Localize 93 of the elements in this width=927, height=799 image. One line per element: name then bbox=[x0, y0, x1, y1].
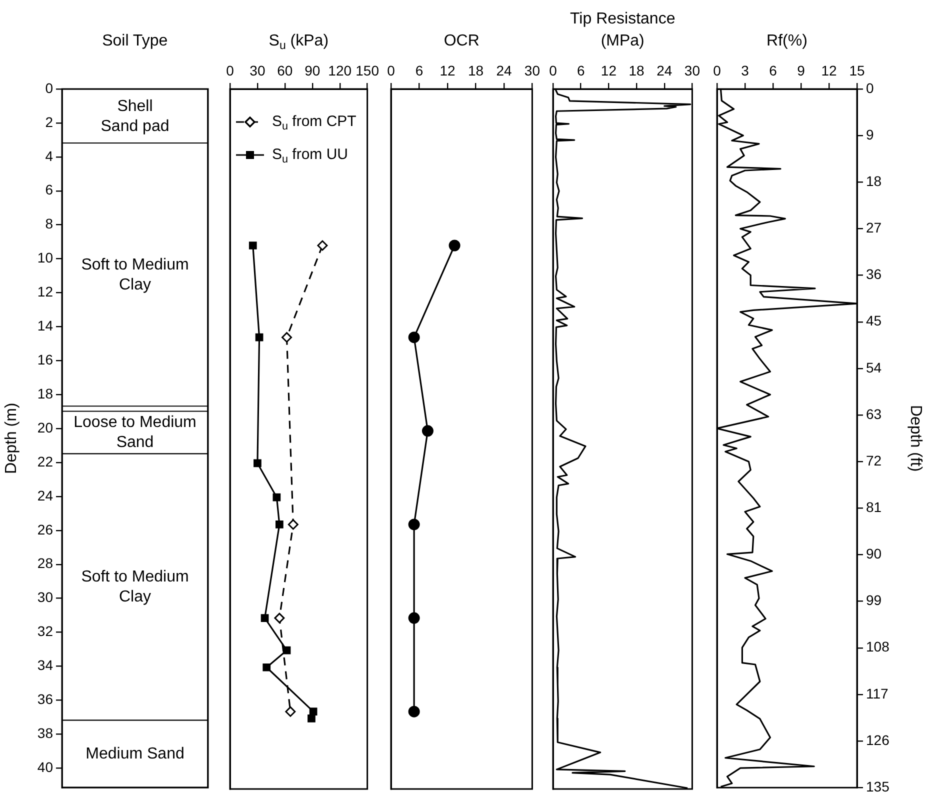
x-tick-label: 18 bbox=[628, 62, 645, 78]
x-tick-label: 6 bbox=[576, 62, 585, 78]
y-tick-label: 36 bbox=[37, 691, 54, 708]
y2-tick-label: 63 bbox=[866, 406, 882, 422]
y-tick-label: 6 bbox=[45, 182, 54, 198]
x-tick-label: 12 bbox=[821, 62, 837, 78]
y-tick-label: 4 bbox=[45, 148, 54, 164]
x-tick-label: 18 bbox=[468, 62, 484, 78]
point bbox=[408, 612, 420, 624]
x-tick-label: 150 bbox=[356, 62, 380, 78]
point bbox=[308, 714, 316, 722]
y-tick-label: 12 bbox=[37, 284, 54, 300]
x-tick-label: 9 bbox=[797, 62, 806, 78]
y2-axis-title: Depth (ft) bbox=[906, 404, 924, 472]
y-axis-title: Depth (m) bbox=[3, 402, 20, 474]
y-tick-label: 30 bbox=[37, 589, 54, 606]
y-tick-label: 16 bbox=[37, 351, 54, 368]
point bbox=[255, 333, 264, 342]
y2-tick-label: 90 bbox=[866, 546, 882, 562]
point bbox=[285, 706, 296, 717]
point bbox=[274, 612, 285, 624]
point bbox=[317, 240, 328, 251]
point bbox=[272, 493, 281, 502]
y2-tick-label: 117 bbox=[866, 685, 889, 702]
point bbox=[448, 240, 460, 252]
y-tick-label: 18 bbox=[37, 385, 54, 402]
y2-tick-label: 99 bbox=[866, 592, 882, 608]
y2-tick-label: 135 bbox=[866, 778, 890, 794]
x-tick-label: 0 bbox=[387, 62, 396, 78]
point bbox=[408, 706, 420, 718]
data-label: Shell Sand pad bbox=[100, 98, 170, 135]
data-label: Soft to Medium Clay bbox=[81, 568, 189, 606]
y-tick-label: 24 bbox=[37, 487, 54, 504]
x-tick-label: 60 bbox=[277, 62, 293, 78]
y2-tick-label: 18 bbox=[866, 173, 882, 190]
y2-tick-label: 81 bbox=[866, 499, 882, 516]
chart-title: OCR bbox=[444, 32, 480, 50]
y-tick-label: 32 bbox=[37, 623, 54, 640]
y-tick-label: 2 bbox=[45, 114, 54, 130]
chart-title: Tip Resistance (MPa) bbox=[570, 10, 676, 50]
x-tick-label: 30 bbox=[684, 62, 700, 78]
y-tick-label: 8 bbox=[45, 216, 54, 232]
y2-tick-label: 9 bbox=[866, 126, 874, 142]
y-tick-label: 10 bbox=[37, 250, 54, 266]
y-tick-label: 28 bbox=[37, 555, 54, 572]
point bbox=[262, 663, 271, 672]
x-tick-label: 15 bbox=[849, 62, 865, 78]
x-tick-label: 0 bbox=[713, 62, 722, 78]
y2-tick-label: 108 bbox=[866, 638, 890, 655]
y2-tick-label: 0 bbox=[866, 80, 874, 96]
point bbox=[408, 332, 420, 344]
point bbox=[288, 519, 298, 530]
x-tick-label: 0 bbox=[226, 62, 234, 78]
y2-tick-label: 126 bbox=[866, 732, 890, 748]
point bbox=[260, 614, 269, 622]
point bbox=[408, 518, 420, 530]
y-tick-label: 34 bbox=[37, 657, 54, 674]
x-tick-label: 30 bbox=[250, 62, 266, 78]
y-tick-label: 20 bbox=[37, 419, 54, 436]
y-tick-label: 40 bbox=[37, 758, 54, 775]
y-tick-label: 14 bbox=[37, 318, 54, 334]
x-tick-label: 120 bbox=[328, 62, 352, 78]
point bbox=[422, 425, 434, 437]
y-tick-label: 0 bbox=[45, 80, 54, 96]
y2-tick-label: 72 bbox=[866, 452, 882, 468]
y-tick-label: 38 bbox=[37, 724, 54, 741]
x-tick-label: 24 bbox=[496, 62, 512, 78]
x-tick-label: 30 bbox=[524, 62, 540, 78]
point bbox=[248, 242, 257, 250]
chart-title: Rf(%) bbox=[766, 32, 808, 50]
y-tick-label: 26 bbox=[37, 521, 54, 538]
x-tick-label: 12 bbox=[440, 62, 456, 78]
point bbox=[282, 646, 291, 654]
data-label: Soft to Medium Clay bbox=[81, 256, 189, 294]
y2-tick-label: 36 bbox=[866, 266, 882, 282]
data-label: Medium Sand bbox=[86, 745, 184, 762]
x-tick-label: 90 bbox=[304, 62, 320, 78]
y-tick-label: 22 bbox=[37, 453, 54, 470]
chart-title: Soil Type bbox=[102, 32, 168, 50]
point bbox=[282, 332, 292, 343]
x-tick-label: 12 bbox=[600, 62, 617, 78]
y2-tick-label: 54 bbox=[866, 359, 882, 376]
data-label: Loose to Medium Sand bbox=[74, 414, 196, 452]
x-tick-label: 6 bbox=[769, 62, 778, 78]
point bbox=[254, 459, 262, 468]
x-tick-label: 24 bbox=[656, 62, 672, 78]
x-tick-label: 0 bbox=[549, 62, 558, 78]
x-tick-label: 6 bbox=[415, 62, 424, 78]
y2-tick-label: 45 bbox=[866, 312, 882, 329]
point bbox=[309, 708, 318, 716]
point bbox=[276, 520, 284, 528]
y2-tick-label: 27 bbox=[866, 220, 882, 236]
x-tick-label: 3 bbox=[741, 62, 750, 78]
